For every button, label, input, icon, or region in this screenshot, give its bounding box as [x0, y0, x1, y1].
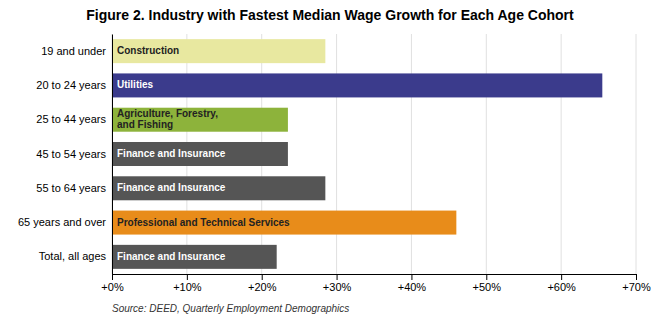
- bar-annotation: Construction: [117, 45, 179, 56]
- bar-annotations: Construction Utilities Agriculture, Forest…: [117, 45, 290, 262]
- bar: [112, 73, 602, 97]
- x-tick: +50%: [473, 274, 502, 293]
- y-tick-label: 55 to 64 years: [36, 182, 106, 194]
- bar-annotation-line: Construction: [117, 45, 179, 56]
- x-tick-label: +30%: [323, 281, 352, 293]
- y-tick: 55 to 64 years: [36, 182, 106, 194]
- bar-annotation: Finance and Insurance: [117, 250, 226, 261]
- y-tick-label: 45 to 54 years: [36, 148, 106, 160]
- grid-line: [112, 34, 113, 274]
- bar: [112, 245, 277, 269]
- y-tick-label: 65 years and over: [18, 216, 106, 228]
- x-axis: +0% +10% +20% +30% +40% +50% +60% +70%: [101, 274, 651, 293]
- bar: [112, 142, 288, 166]
- x-tick-label: +0%: [101, 281, 124, 293]
- x-tick: +20%: [248, 274, 277, 293]
- plot: +0% +10% +20% +30% +40% +50% +60% +70% 19 and un…: [18, 34, 651, 293]
- x-tick-label: +10%: [173, 281, 202, 293]
- x-tick-mark: [187, 274, 188, 280]
- y-tick: 65 years and over: [18, 216, 106, 228]
- bar-annotation-line: Finance and Insurance: [117, 250, 226, 261]
- bar-annotation-line: Professional and Technical Services: [117, 216, 290, 227]
- x-tick-mark: [486, 274, 487, 280]
- y-tick-label: 19 and under: [41, 45, 106, 57]
- chart: Figure 2. Industry with Fastest Median W…: [0, 0, 660, 318]
- grid-line: [561, 34, 562, 274]
- grid: [112, 34, 636, 274]
- bar-annotation-line: Finance and Insurance: [117, 148, 226, 159]
- title: Figure 2. Industry with Fastest Median W…: [86, 7, 574, 23]
- bars: [112, 39, 602, 269]
- x-tick: +10%: [173, 274, 202, 293]
- y-tick-label: Total, all ages: [39, 250, 107, 262]
- x-tick: +40%: [398, 274, 427, 293]
- grid-line: [486, 34, 487, 274]
- x-tick-mark: [636, 274, 637, 280]
- y-tick-label: 25 to 44 years: [36, 113, 106, 125]
- bar-annotation-line: Utilities: [117, 79, 154, 90]
- x-axis-line: [113, 275, 637, 281]
- y-tick: Total, all ages: [39, 250, 107, 262]
- y-tick-label: 20 to 24 years: [36, 79, 106, 91]
- y-axis-line: [112, 35, 113, 275]
- x-tick-label: +40%: [398, 281, 427, 293]
- bar: [112, 108, 288, 132]
- x-tick-label: +50%: [473, 281, 502, 293]
- bar-annotation-line: Finance and Insurance: [117, 182, 226, 193]
- x-tick: +0%: [101, 274, 124, 293]
- x-tick-mark: [337, 274, 338, 280]
- bar-annotation: Finance and Insurance: [117, 182, 226, 193]
- bar-annotation: Utilities: [117, 79, 154, 90]
- grid-line: [336, 34, 337, 274]
- bar: [112, 176, 325, 200]
- x-tick: +70%: [622, 274, 651, 293]
- x-tick-mark: [112, 274, 113, 280]
- x-tick-mark: [411, 274, 412, 280]
- x-tick-label: +60%: [547, 281, 576, 293]
- x-tick-mark: [561, 274, 562, 280]
- y-tick: 19 and under: [41, 45, 106, 57]
- bar-annotation-line: and Fishing: [117, 119, 173, 130]
- grid-line: [411, 34, 412, 274]
- bar-annotation: Professional and Technical Services: [117, 216, 290, 227]
- grid-line: [636, 34, 637, 274]
- y-tick: 45 to 54 years: [36, 148, 106, 160]
- bar-annotation: Agriculture, Forestry,and Fishing: [117, 108, 218, 130]
- x-tick: +60%: [547, 274, 576, 293]
- x-tick: +30%: [323, 274, 352, 293]
- bar: [112, 211, 456, 235]
- bar-annotation-line: Agriculture, Forestry,: [117, 108, 218, 119]
- y-tick: 25 to 44 years: [36, 113, 106, 125]
- bar: [112, 39, 325, 63]
- x-tick-label: +20%: [248, 281, 277, 293]
- x-tick-label: +70%: [622, 281, 651, 293]
- source: Source: DEED, Quarterly Employment Demog…: [112, 303, 349, 314]
- bar-annotation: Finance and Insurance: [117, 148, 226, 159]
- x-tick-mark: [262, 274, 263, 280]
- y-axis: 19 and under 20 to 24 years 25 to 44 years…: [18, 35, 113, 275]
- y-tick: 20 to 24 years: [36, 79, 106, 91]
